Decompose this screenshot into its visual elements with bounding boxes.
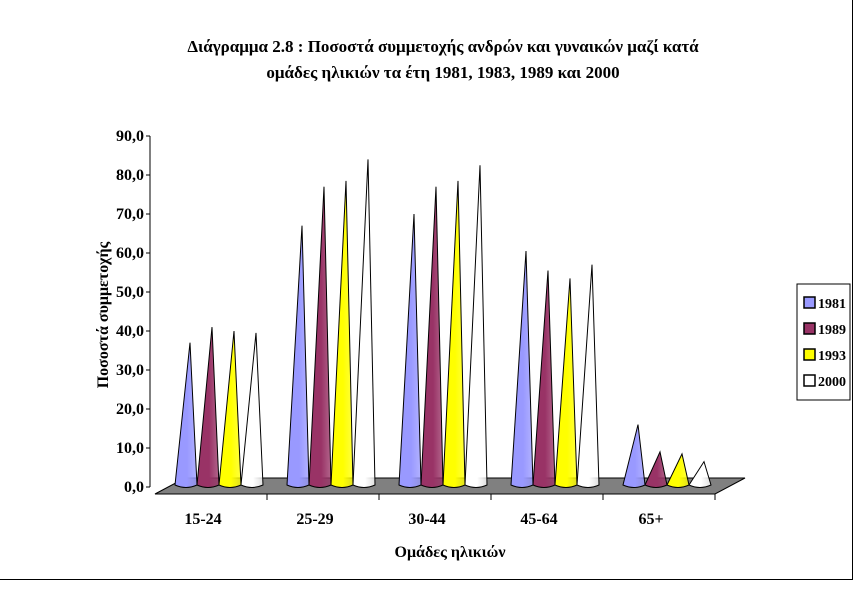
y-tick-label: 70,0 — [116, 206, 144, 223]
y-tick-label: 20,0 — [116, 401, 144, 418]
chart-title-line1: Διάγραμμα 2.8 : Ποσοστά συμμετοχής ανδρώ… — [187, 37, 699, 56]
cone-bar-1993-25-29 — [330, 180, 354, 488]
x-axis-labels: 15-24 25-29 30-44 45-64 65+ — [155, 493, 716, 528]
y-tick-label: 10,0 — [116, 440, 144, 457]
legend-label-1993: 1993 — [818, 349, 846, 364]
plot-area — [174, 159, 712, 488]
y-tick-label: 50,0 — [116, 284, 144, 301]
y-axis-title: Ποσοστά συμμετοχής — [95, 241, 112, 388]
cone-bar-1989-45-64 — [532, 270, 556, 488]
cone-bar-2000-25-29 — [352, 159, 376, 488]
cone-bar-1989-30-44 — [420, 186, 444, 488]
x-tick-label: 65+ — [638, 511, 663, 528]
legend-label-1989: 1989 — [818, 323, 846, 338]
cone-bar-2000-30-44 — [464, 165, 488, 488]
cone-bar-1993-30-44 — [442, 180, 466, 488]
cone-bar-2000-45-64 — [576, 264, 600, 488]
chart-frame: Διάγραμμα 2.8 : Ποσοστά συμμετοχής ανδρώ… — [0, 0, 853, 580]
x-tick-label: 45-64 — [520, 511, 557, 528]
cone-bar-1989-15-24 — [196, 327, 220, 488]
cone-bar-1993-15-24 — [218, 330, 242, 488]
x-tick-label: 30-44 — [408, 511, 445, 528]
y-axis-ticks: 0,0 10,0 20,0 30,0 40,0 50,0 60,0 70,0 80,0 90,0 — [116, 128, 151, 496]
legend-label-1981: 1981 — [818, 297, 846, 312]
x-tick-label: 15-24 — [184, 511, 221, 528]
legend-swatch-1993 — [803, 348, 816, 361]
legend-swatch-1981 — [803, 296, 816, 309]
cone-bar-1981-25-29 — [286, 225, 310, 488]
legend-label-2000: 2000 — [818, 375, 846, 390]
y-tick-label: 0,0 — [124, 479, 144, 496]
y-tick-label: 80,0 — [116, 167, 144, 184]
legend-swatch-2000 — [803, 374, 816, 387]
cone-bar-2000-15-24 — [240, 332, 264, 488]
y-tick-label: 60,0 — [116, 245, 144, 262]
cone-bar-1989-25-29 — [308, 186, 332, 488]
cone-bar-1981-15-24 — [174, 342, 198, 488]
cone-bar-1981-65+ — [622, 424, 646, 488]
legend: 1981 1989 1993 2000 — [796, 283, 851, 401]
cone-bar-1981-30-44 — [398, 213, 422, 488]
chart-title-line2: ομάδες ηλικιών τα έτη 1981, 1983, 1989 κ… — [266, 63, 619, 82]
x-axis-title: Ομάδες ηλικιών — [395, 544, 506, 561]
cone-bar-1993-65+ — [666, 452, 690, 488]
y-tick-label: 90,0 — [116, 128, 144, 145]
cone-bar-1993-45-64 — [554, 278, 578, 488]
legend-items: 1981 1989 1993 2000 — [803, 296, 846, 390]
x-tick-label: 25-29 — [296, 511, 333, 528]
legend-swatch-1989 — [803, 322, 816, 335]
cone-bar-2000-65+ — [688, 460, 712, 488]
cone-bar-1989-65+ — [644, 450, 668, 488]
cone-bar-1981-45-64 — [510, 251, 534, 488]
y-tick-label: 30,0 — [116, 362, 144, 379]
y-tick-label: 40,0 — [116, 323, 144, 340]
